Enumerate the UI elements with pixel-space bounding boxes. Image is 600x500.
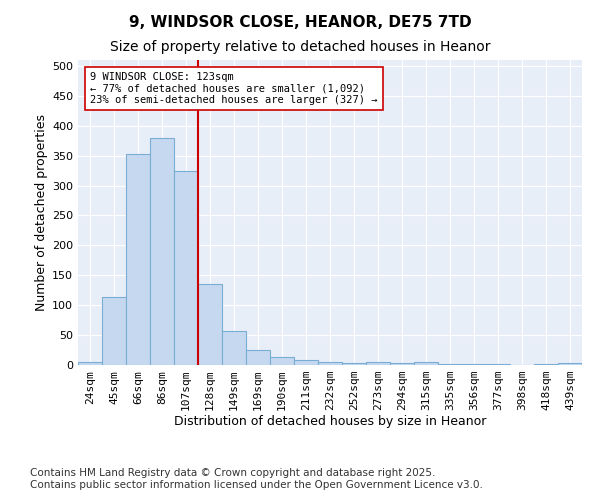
Bar	[486, 364, 510, 365]
Text: 9 WINDSOR CLOSE: 123sqm
← 77% of detached houses are smaller (1,092)
23% of semi: 9 WINDSOR CLOSE: 123sqm ← 77% of detache…	[90, 72, 378, 105]
Bar	[462, 364, 486, 365]
Bar	[246, 350, 270, 365]
Bar	[294, 360, 318, 365]
Bar	[438, 364, 462, 365]
Bar	[222, 331, 246, 365]
Bar	[414, 362, 438, 365]
Y-axis label: Number of detached properties: Number of detached properties	[35, 114, 48, 311]
Bar	[270, 357, 294, 365]
Text: Contains HM Land Registry data © Crown copyright and database right 2025.
Contai: Contains HM Land Registry data © Crown c…	[30, 468, 483, 490]
Bar	[126, 154, 150, 365]
Bar	[102, 298, 126, 365]
Bar	[342, 362, 366, 365]
Text: 9, WINDSOR CLOSE, HEANOR, DE75 7TD: 9, WINDSOR CLOSE, HEANOR, DE75 7TD	[128, 15, 472, 30]
Bar	[366, 362, 390, 365]
Bar	[78, 362, 102, 365]
Bar	[558, 363, 582, 365]
Bar	[150, 138, 174, 365]
Bar	[390, 362, 414, 365]
Bar	[174, 170, 198, 365]
Text: Size of property relative to detached houses in Heanor: Size of property relative to detached ho…	[110, 40, 490, 54]
Bar	[198, 284, 222, 365]
Bar	[534, 364, 558, 365]
Bar	[318, 362, 342, 365]
X-axis label: Distribution of detached houses by size in Heanor: Distribution of detached houses by size …	[174, 414, 486, 428]
